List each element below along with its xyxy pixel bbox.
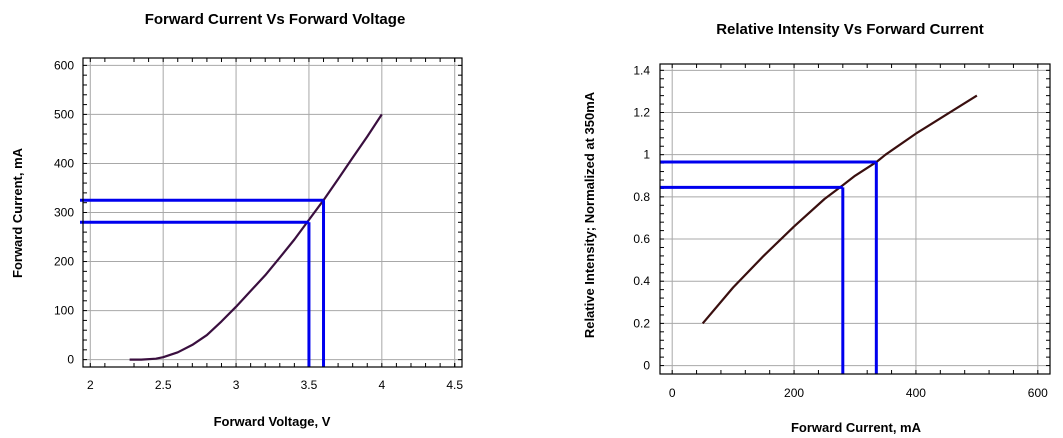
x-axis-label: Forward Current, mA (791, 420, 922, 435)
plot-area: 2 2.5 3 3.5 4 4.5 0 100 200 300 400 500 600 (54, 57, 463, 392)
y-tick-label: 0 (643, 359, 650, 373)
plot-frame (659, 63, 1051, 375)
x-tick-label: 0 (669, 386, 676, 400)
y-axis-label: Forward Current, mA (10, 147, 25, 278)
x-tick-label: 3 (233, 378, 240, 392)
y-tick-label: 0.4 (633, 274, 650, 288)
y-tick-label: 100 (54, 304, 74, 318)
x-tick-label: 4.5 (446, 378, 463, 392)
series-line (129, 113, 383, 361)
relative-intensity-chart: Relative Intensity Vs Forward Current 0 2… (582, 21, 1051, 435)
y-axis-label: Relative Intensity; Normalized at 350mA (582, 91, 597, 338)
x-tick-label: 2 (87, 378, 94, 392)
series-line (701, 94, 978, 325)
plot-frame (82, 57, 463, 368)
y-tick-label: 0.6 (633, 232, 650, 246)
y-tick-label: 400 (54, 156, 74, 170)
y-tick-label: 0.8 (633, 190, 650, 204)
x-tick-label: 200 (784, 386, 804, 400)
x-axis-label: Forward Voltage, V (214, 414, 331, 429)
y-tick-label: 1.4 (633, 63, 650, 77)
y-tick-label: 600 (54, 58, 74, 72)
y-tick-label: 200 (54, 255, 74, 269)
x-tick-label: 2.5 (155, 378, 172, 392)
x-tick-label: 4 (378, 378, 385, 392)
forward-current-chart: Forward Current Vs Forward Voltage 2 2.5 3… (10, 11, 463, 429)
y-tick-label: 300 (54, 206, 74, 220)
x-tick-label: 3.5 (301, 378, 318, 392)
plot-area: 0 200 400 600 0 0.2 0.4 0.6 0.8 1 1.2 1.4 (633, 63, 1051, 400)
x-tick-label: 400 (906, 386, 926, 400)
y-tick-label: 0 (67, 353, 74, 367)
x-tick-label: 600 (1028, 386, 1048, 400)
y-tick-label: 0.2 (633, 316, 650, 330)
y-tick-label: 500 (54, 107, 74, 121)
y-tick-label: 1.2 (633, 106, 650, 120)
chart-title: Relative Intensity Vs Forward Current (716, 21, 984, 38)
chart-title: Forward Current Vs Forward Voltage (145, 11, 406, 28)
y-tick-label: 1 (643, 148, 650, 162)
